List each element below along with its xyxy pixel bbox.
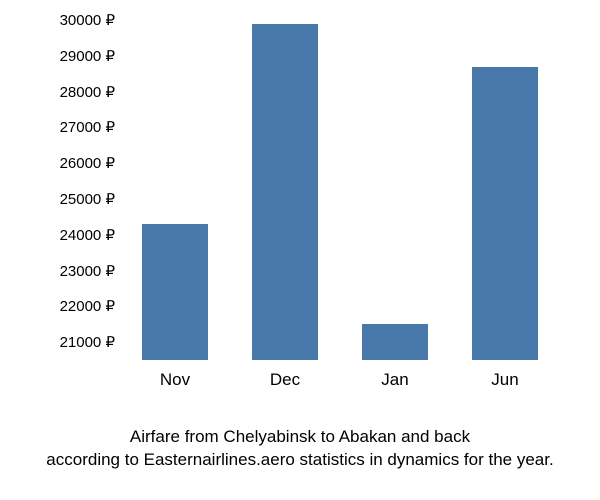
y-tick-label: 25000 ₽	[40, 190, 115, 208]
y-tick-label: 29000 ₽	[40, 47, 115, 65]
caption-line-1: Airfare from Chelyabinsk to Abakan and b…	[130, 427, 470, 446]
x-tick-label: Jan	[381, 370, 408, 390]
caption-line-2: according to Easternairlines.aero statis…	[46, 450, 553, 469]
y-tick-label: 26000 ₽	[40, 154, 115, 172]
y-tick-label: 24000 ₽	[40, 226, 115, 244]
bar	[362, 324, 428, 360]
x-tick-label: Nov	[160, 370, 190, 390]
chart-caption: Airfare from Chelyabinsk to Abakan and b…	[0, 426, 600, 472]
y-tick-label: 22000 ₽	[40, 297, 115, 315]
x-tick-label: Dec	[270, 370, 300, 390]
bar	[142, 224, 208, 360]
plot-area	[120, 20, 560, 360]
y-tick-label: 27000 ₽	[40, 118, 115, 136]
y-tick-label: 28000 ₽	[40, 83, 115, 101]
bar	[472, 67, 538, 360]
bar	[252, 24, 318, 360]
y-tick-label: 23000 ₽	[40, 262, 115, 280]
y-tick-label: 21000 ₽	[40, 333, 115, 351]
x-tick-label: Jun	[491, 370, 518, 390]
chart-container: 21000 ₽ 22000 ₽ 23000 ₽ 24000 ₽ 25000 ₽ 26000…	[40, 20, 560, 400]
y-tick-label: 30000 ₽	[40, 11, 115, 29]
